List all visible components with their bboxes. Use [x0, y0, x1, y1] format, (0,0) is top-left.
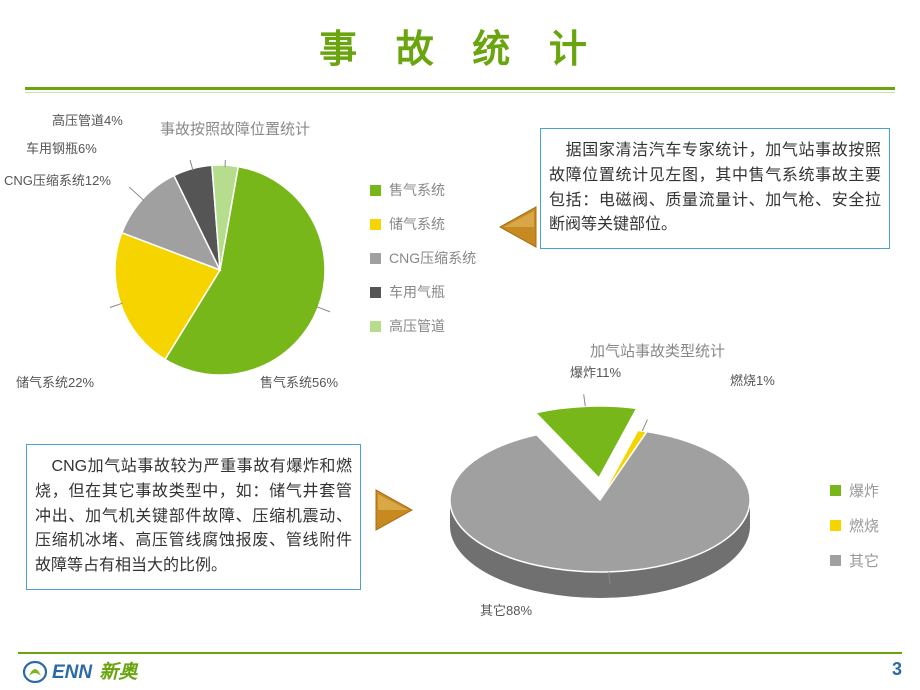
chart1-legend: 售气系统储气系统 CNG压缩系统车用气瓶高压管道 [370, 180, 476, 350]
legend-row: 燃烧 [830, 515, 879, 536]
legend-row: 储气系统 [370, 214, 476, 234]
page-title: 事 故 统 计 [0, 0, 920, 73]
chart2-legend: 爆炸燃烧其它 [830, 480, 879, 585]
chart2-title: 加气站事故类型统计 [590, 340, 725, 361]
legend-row: 车用气瓶 [370, 282, 476, 302]
pie1-slice-label: 售气系统56% [260, 372, 338, 391]
legend-swatch [370, 219, 381, 230]
footer-line [18, 652, 902, 654]
legend-label: 其它 [849, 550, 879, 571]
legend-row: 其它 [830, 550, 879, 571]
pie2-slice-label: 燃烧1% [730, 370, 775, 389]
logo-text-en: ENN 新奥 [52, 657, 137, 684]
page-number: 3 [892, 659, 902, 680]
legend-swatch [830, 485, 841, 496]
pie1-container [110, 160, 330, 385]
legend-row: CNG压缩系统 [370, 248, 476, 268]
textbox-right: 据国家清洁汽车专家统计，加气站事故按照故障位置统计见左图，其中售气系统事故主要包… [540, 128, 890, 249]
legend-label: CNG压缩系统 [389, 248, 476, 268]
legend-label: 车用气瓶 [389, 282, 445, 302]
textbox-left: CNG加气站事故较为严重事故有爆炸和燃烧，但在其它事故类型中，如：储气井套管冲出… [26, 444, 361, 590]
legend-swatch [830, 555, 841, 566]
legend-label: 售气系统 [389, 180, 445, 200]
title-underline [25, 87, 895, 90]
pie1-slice-label: 车用钢瓶6% [26, 138, 97, 157]
title-sub-underline [25, 92, 895, 93]
legend-swatch [370, 185, 381, 196]
pie2-slice-label: 爆炸11% [570, 362, 621, 381]
legend-swatch [370, 253, 381, 264]
legend-swatch [370, 321, 381, 332]
pie1-slice-label: 储气系统22% [16, 372, 94, 391]
legend-swatch [830, 520, 841, 531]
legend-label: 燃烧 [849, 515, 879, 536]
pie2-slice-label: 其它88% [480, 600, 532, 619]
legend-row: 售气系统 [370, 180, 476, 200]
arrow-left-icon [498, 205, 538, 254]
legend-label: 储气系统 [389, 214, 445, 234]
pie1-svg [110, 160, 330, 380]
legend-swatch [370, 287, 381, 298]
pie1-slice-label: 高压管道4% [52, 110, 123, 129]
chart-type-stats: 加气站事故类型统计 爆炸11%燃烧1%其它88% 爆炸燃烧其它 [400, 350, 920, 650]
chart1-title: 事故按照故障位置统计 [160, 118, 310, 139]
pie2-svg [400, 350, 820, 630]
legend-label: 爆炸 [849, 480, 879, 501]
footer-logo: ENN 新奥 [22, 657, 137, 684]
logo-icon [22, 658, 48, 684]
legend-row: 爆炸 [830, 480, 879, 501]
pie1-slice-label: CNG压缩系统12% [4, 170, 111, 189]
legend-label: 高压管道 [389, 316, 445, 336]
legend-row: 高压管道 [370, 316, 476, 336]
